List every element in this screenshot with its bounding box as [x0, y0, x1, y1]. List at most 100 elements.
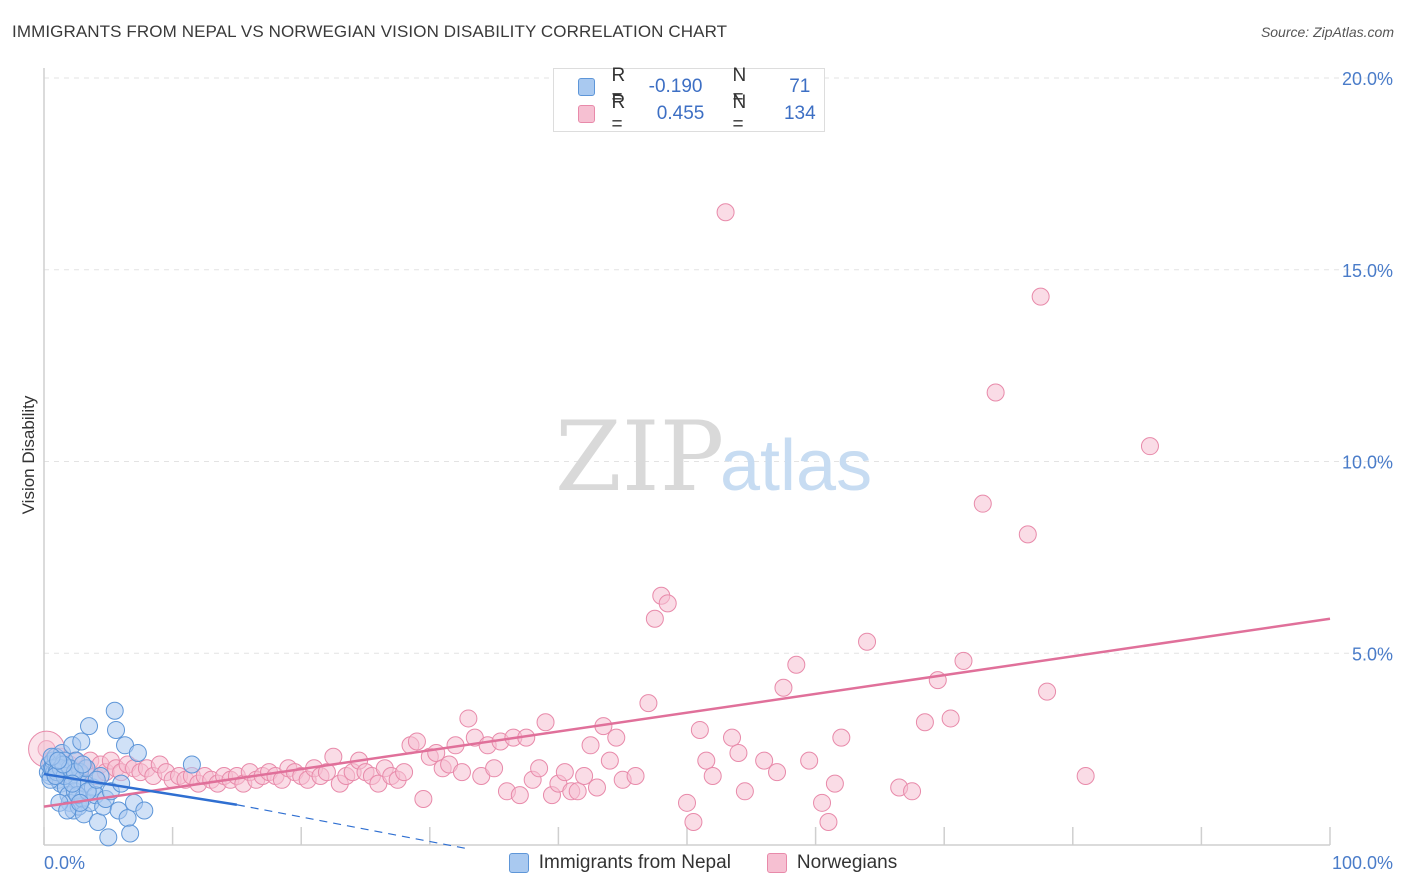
legend-r-value: -0.190: [648, 76, 703, 97]
legend-row-norwegians: R = 0.455 N = 134: [578, 92, 824, 135]
legend-item-norwegians: Norwegians: [766, 852, 898, 874]
norwegians-point: [903, 782, 922, 801]
norwegians-point: [1038, 682, 1057, 701]
nepal-point: [135, 801, 154, 820]
nepal-point: [89, 812, 108, 831]
norwegians-point: [510, 786, 529, 805]
tick-labels: 5.0% 10.0% 15.0% 20.0% 0.0% 100.0%: [44, 69, 1393, 873]
legend-n-value: 71: [789, 76, 811, 97]
norwegians-point: [787, 655, 806, 674]
norwegians-point: [800, 751, 819, 770]
x-tick-label: 100.0%: [1332, 853, 1393, 873]
norwegians-point: [954, 651, 973, 670]
norwegians-point: [658, 594, 677, 613]
legend-n-label: N =: [732, 92, 747, 135]
norwegians-point: [607, 728, 626, 747]
norwegians-swatch: [578, 105, 596, 123]
norwegians-point: [645, 609, 664, 628]
norwegians-trend-line: [43, 617, 1331, 808]
norwegians-point: [395, 763, 414, 782]
norwegians-point: [600, 751, 619, 770]
y-tick-label: 20.0%: [1342, 69, 1393, 89]
norwegians-point: [941, 709, 960, 728]
norwegians-point: [986, 383, 1005, 402]
norwegians-point: [1031, 287, 1050, 306]
grid-lines: [44, 77, 1392, 654]
nepal-point: [121, 824, 140, 843]
nepal-point: [80, 717, 99, 736]
norwegians-point: [774, 678, 793, 697]
legend-n-label: N =: [732, 65, 747, 108]
watermark: ZIP atlas: [555, 401, 872, 513]
watermark-atlas: atlas: [720, 426, 872, 506]
norwegians-point: [568, 782, 587, 801]
y-axis-label: Vision Disability: [19, 395, 38, 514]
nepal-series: [38, 701, 201, 847]
y-tick-label: 15.0%: [1342, 261, 1393, 281]
norwegians-point: [414, 789, 433, 808]
nepal-legend-swatch: [508, 853, 529, 873]
nepal-trend-line: [43, 772, 238, 806]
norwegians-point: [825, 774, 844, 793]
norwegians-series: [28, 203, 1159, 831]
norwegians-point: [407, 732, 426, 751]
norwegians-point: [581, 736, 600, 755]
norwegians-point: [768, 763, 787, 782]
norwegians-point: [587, 778, 606, 797]
nepal-point: [182, 755, 201, 774]
norwegians-point: [317, 763, 336, 782]
nepal-point: [73, 755, 92, 774]
norwegians-legend-swatch: [766, 853, 787, 873]
norwegians-point: [1140, 437, 1159, 456]
watermark-zip: ZIP: [555, 401, 724, 513]
norwegians-point: [1076, 766, 1095, 785]
norwegians-point: [536, 713, 555, 732]
legend-row-nepal: R = -0.190 N = 71: [578, 65, 824, 108]
legend-n-value: 134: [783, 103, 816, 124]
norwegians-point: [832, 728, 851, 747]
nepal-point: [128, 743, 147, 762]
legend-item-nepal: Immigrants from Nepal: [508, 852, 731, 874]
nepal-point: [105, 701, 124, 720]
legend-label-nepal: Immigrants from Nepal: [538, 852, 731, 873]
nepal-trend-extension: [236, 804, 469, 850]
x-tick-label: 0.0%: [44, 853, 85, 873]
norwegians-point: [755, 751, 774, 770]
nepal-swatch: [578, 78, 596, 96]
norwegians-point: [858, 632, 877, 651]
source-label: Source: ZipAtlas.com: [1260, 24, 1394, 40]
norwegians-point: [530, 759, 549, 778]
norwegians-point: [819, 812, 838, 831]
nepal-point: [87, 770, 106, 789]
y-tick-label: 10.0%: [1342, 453, 1393, 473]
series-legend: Immigrants from Nepal Norwegians: [0, 852, 1406, 874]
chart-title: IMMIGRANTS FROM NEPAL VS NORWEGIAN VISIO…: [12, 22, 728, 41]
norwegians-point: [452, 763, 471, 782]
norwegians-point: [626, 766, 645, 785]
legend-r-label: R =: [611, 65, 626, 108]
norwegians-point: [639, 694, 658, 713]
norwegians-point: [684, 812, 703, 831]
norwegians-point: [575, 766, 594, 785]
norwegians-point: [690, 720, 709, 739]
y-tick-label: 5.0%: [1352, 644, 1393, 664]
norwegians-point: [716, 203, 735, 222]
legend-label-norwegians: Norwegians: [796, 852, 898, 873]
norwegians-point: [1018, 525, 1037, 544]
norwegians-point: [729, 743, 748, 762]
norwegians-point: [697, 751, 716, 770]
norwegians-point: [703, 766, 722, 785]
norwegians-point: [485, 759, 504, 778]
legend-r-value: 0.455: [656, 103, 705, 124]
nepal-point: [112, 774, 131, 793]
nepal-point: [107, 720, 126, 739]
norwegians-point: [915, 713, 934, 732]
stats-legend: R = -0.190 N = 71 R = 0.455 N = 134: [553, 65, 825, 135]
norwegians-point: [459, 709, 478, 728]
nepal-point: [99, 828, 118, 847]
norwegians-point: [723, 728, 742, 747]
nepal-point: [72, 732, 91, 751]
norwegians-point: [735, 782, 754, 801]
norwegians-point: [678, 793, 696, 812]
